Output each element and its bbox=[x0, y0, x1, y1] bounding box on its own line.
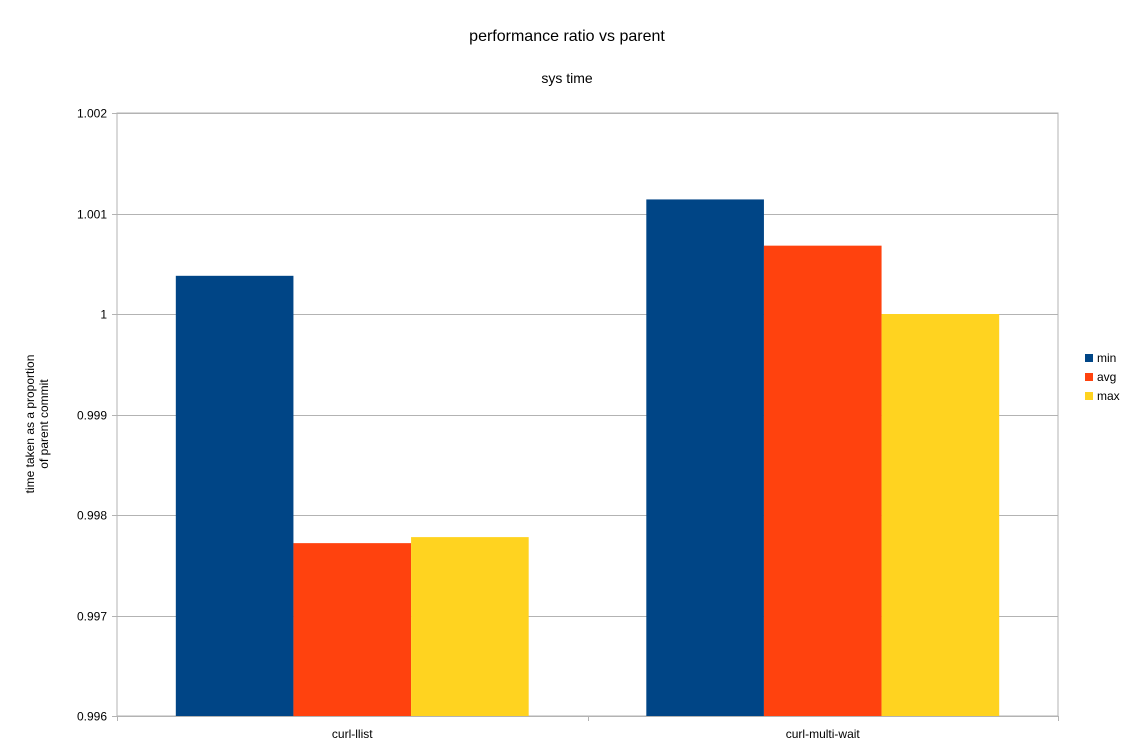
legend: min avg max bbox=[1085, 351, 1120, 403]
legend-label-avg: avg bbox=[1097, 370, 1116, 384]
y-axis-label-line-2: of parent commit bbox=[37, 379, 51, 469]
bar-min-curl-llist bbox=[175, 275, 294, 716]
y-tick-label: 1.001 bbox=[77, 208, 107, 222]
chart-subtitle: sys time bbox=[541, 70, 593, 86]
y-tick-label: 1 bbox=[100, 308, 107, 322]
bar-avg-curl-multi-wait bbox=[763, 245, 882, 716]
y-tick-label: 0.998 bbox=[77, 509, 107, 523]
x-tick-label: curl-multi-wait bbox=[786, 727, 861, 741]
axes bbox=[112, 113, 1059, 721]
x-tick-label: curl-llist bbox=[332, 727, 373, 741]
legend-swatch-min bbox=[1085, 354, 1093, 362]
x-tick-labels: curl-llist curl-multi-wait bbox=[332, 727, 860, 741]
bar-max-curl-multi-wait bbox=[881, 314, 1000, 716]
legend-label-max: max bbox=[1097, 389, 1120, 403]
y-tick-label: 0.996 bbox=[77, 710, 107, 724]
bars bbox=[175, 199, 1000, 716]
chart-title: performance ratio vs parent bbox=[469, 28, 665, 45]
legend-label-min: min bbox=[1097, 351, 1116, 365]
bar-max-curl-llist bbox=[411, 537, 529, 716]
legend-swatch-avg bbox=[1085, 373, 1093, 381]
legend-swatch-max bbox=[1085, 392, 1093, 400]
y-tick-label: 1.002 bbox=[77, 107, 107, 121]
y-tick-labels: 0.996 0.997 0.998 0.999 1 1.001 1.002 bbox=[77, 107, 107, 724]
y-axis-label-line-1: time taken as a proportion bbox=[23, 355, 37, 494]
bar-avg-curl-llist bbox=[293, 543, 412, 716]
plot-area bbox=[116, 112, 1059, 717]
bar-min-curl-multi-wait bbox=[646, 199, 764, 716]
y-axis-label: time taken as a proportion of parent com… bbox=[23, 355, 51, 494]
y-tick-label: 0.997 bbox=[77, 610, 107, 624]
y-tick-label: 0.999 bbox=[77, 409, 107, 423]
